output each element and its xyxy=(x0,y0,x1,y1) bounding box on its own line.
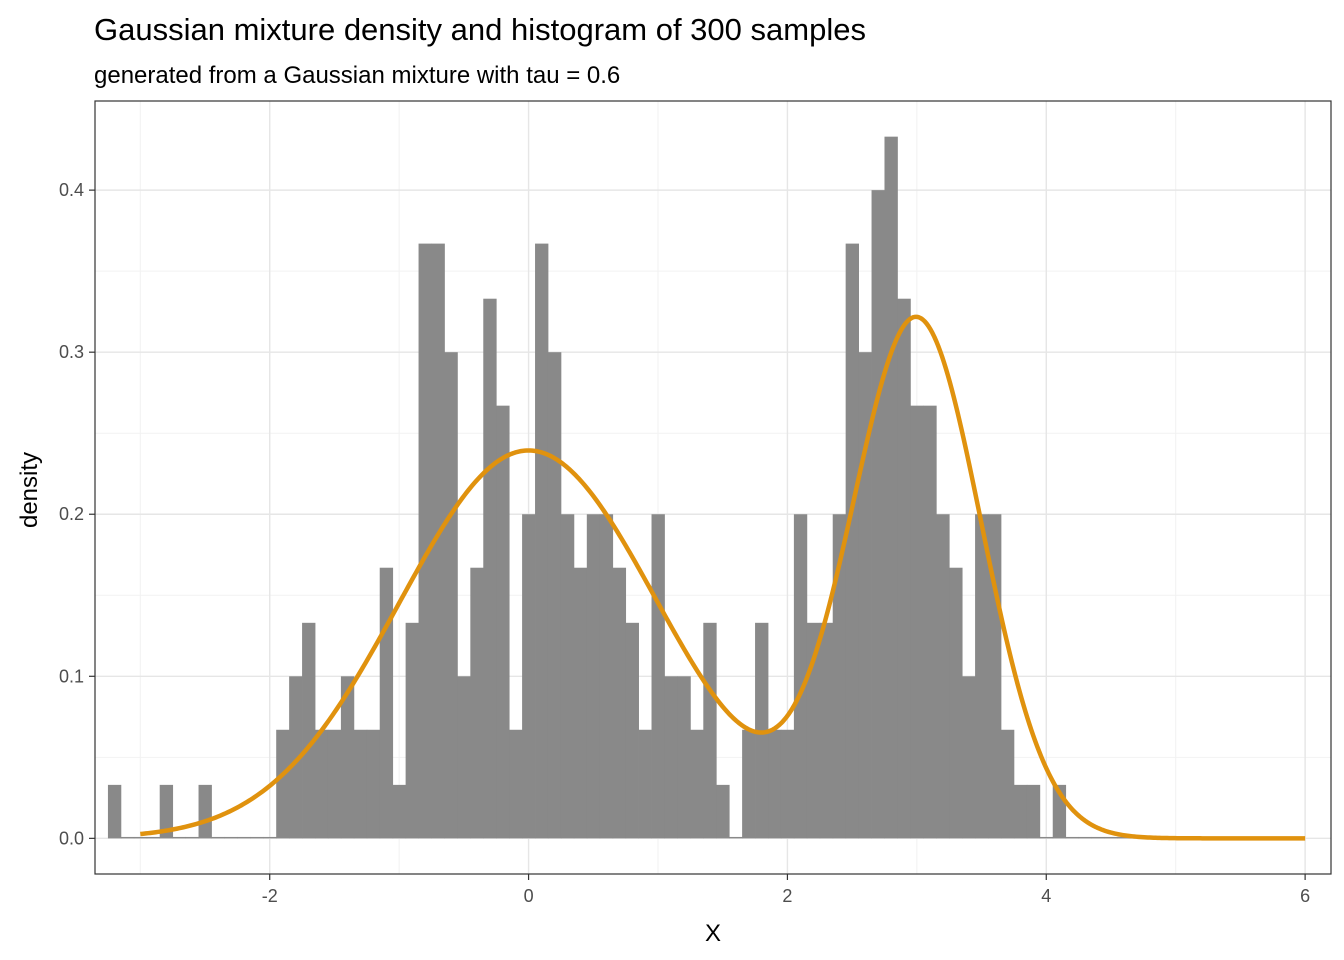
histogram-bar xyxy=(1013,784,1028,839)
chart-subtitle: generated from a Gaussian mixture with t… xyxy=(94,62,620,89)
x-tick-label: 6 xyxy=(1300,886,1310,906)
histogram-bar xyxy=(405,622,419,839)
x-axis-title: X xyxy=(705,920,721,947)
density-curve-layer xyxy=(139,314,1306,841)
histogram-bar xyxy=(897,298,911,839)
histogram-bar xyxy=(379,567,394,839)
y-tick-label: 0.1 xyxy=(59,666,84,686)
histogram-bar xyxy=(1065,836,1080,839)
chart-title: Gaussian mixture density and histogram o… xyxy=(94,12,866,47)
y-axis-title: density xyxy=(16,452,43,528)
histogram-bar xyxy=(547,352,562,839)
histogram-bar xyxy=(392,784,407,839)
histogram-bar xyxy=(250,836,264,839)
histogram-bar xyxy=(276,729,290,839)
histogram-bar xyxy=(936,514,950,839)
histogram-bar xyxy=(159,784,174,839)
histogram-bar xyxy=(535,243,549,839)
histogram-bar xyxy=(366,729,381,839)
histogram-bar xyxy=(975,514,989,839)
histogram-bar xyxy=(418,243,432,839)
histogram-bar xyxy=(444,352,458,839)
histogram-bar xyxy=(871,190,885,839)
histogram-bar xyxy=(340,676,355,839)
panel-border xyxy=(94,100,1332,875)
histogram-bar xyxy=(884,136,898,839)
histogram-bar xyxy=(651,514,665,839)
histogram-bar xyxy=(703,622,717,839)
x-tick-label: 4 xyxy=(1041,886,1051,906)
histogram-bar xyxy=(910,405,924,839)
histogram-bar xyxy=(327,729,342,839)
histogram-bar xyxy=(586,514,601,839)
histogram-bar xyxy=(742,729,756,839)
histogram-bar xyxy=(353,729,368,839)
x-tick-label: 0 xyxy=(524,886,534,906)
histogram-bar xyxy=(1078,836,1092,839)
histogram-bar xyxy=(664,676,678,839)
histogram-bar xyxy=(780,729,795,839)
histogram-bar xyxy=(172,836,186,839)
histogram-bar xyxy=(819,622,834,839)
histogram-bar xyxy=(509,729,523,839)
histogram-bar xyxy=(198,784,212,839)
y-axis-ticks: 0.0 0.1 0.2 0.3 0.4 xyxy=(59,180,95,848)
histogram-bar xyxy=(237,836,251,839)
histogram-bar xyxy=(1026,784,1041,839)
histogram-bar xyxy=(638,729,652,839)
histogram-bar xyxy=(793,514,808,839)
histogram-bar xyxy=(263,836,277,839)
histogram-bar xyxy=(845,243,860,839)
histogram-bar xyxy=(496,405,510,839)
y-tick-label: 0.0 xyxy=(59,828,84,848)
histogram-bar xyxy=(1039,836,1054,839)
histogram-bar xyxy=(768,729,782,839)
histogram-bar xyxy=(483,298,497,839)
histogram-bar xyxy=(185,836,199,839)
histogram-bar xyxy=(858,352,872,839)
histogram-bar xyxy=(625,622,639,839)
histogram-bar xyxy=(612,567,627,839)
histogram-bar xyxy=(729,836,743,839)
histogram-bar xyxy=(560,514,575,839)
histogram-bar xyxy=(211,836,225,839)
histogram-bar xyxy=(716,784,730,839)
histogram-bar xyxy=(677,676,691,839)
histogram-bar xyxy=(470,567,484,839)
histogram-bar xyxy=(302,622,316,839)
histogram-bar xyxy=(457,676,471,839)
histogram-bar xyxy=(289,676,303,839)
histogram-bar xyxy=(1104,836,1118,839)
y-tick-label: 0.3 xyxy=(59,342,84,362)
y-tick-label: 0.4 xyxy=(59,180,84,200)
histogram-bar xyxy=(962,676,976,839)
histogram-bar xyxy=(690,729,704,839)
histogram-bar xyxy=(107,784,122,839)
histogram-bar xyxy=(949,567,963,839)
histogram-bar xyxy=(806,622,821,839)
density-curve xyxy=(139,314,1306,841)
histogram-bar xyxy=(315,729,329,839)
histogram-bar xyxy=(599,514,614,839)
histogram-bars xyxy=(107,136,1274,839)
x-tick-label: 2 xyxy=(782,886,792,906)
histogram-bar xyxy=(573,567,588,839)
histogram-bar xyxy=(133,836,148,839)
histogram-bar xyxy=(1091,836,1105,839)
y-tick-label: 0.2 xyxy=(59,504,84,524)
histogram-bar xyxy=(224,836,238,839)
histogram-bar xyxy=(146,836,161,839)
histogram-bar xyxy=(431,243,445,839)
histogram-bar xyxy=(120,836,135,839)
x-axis-ticks: -2 0 2 4 6 xyxy=(262,874,1310,906)
x-tick-label: -2 xyxy=(262,886,278,906)
histogram-bar xyxy=(923,405,937,839)
histogram-bar xyxy=(1117,836,1131,839)
histogram-bar xyxy=(832,514,847,839)
histogram-bar xyxy=(522,514,536,839)
histogram-bar xyxy=(1000,729,1015,839)
